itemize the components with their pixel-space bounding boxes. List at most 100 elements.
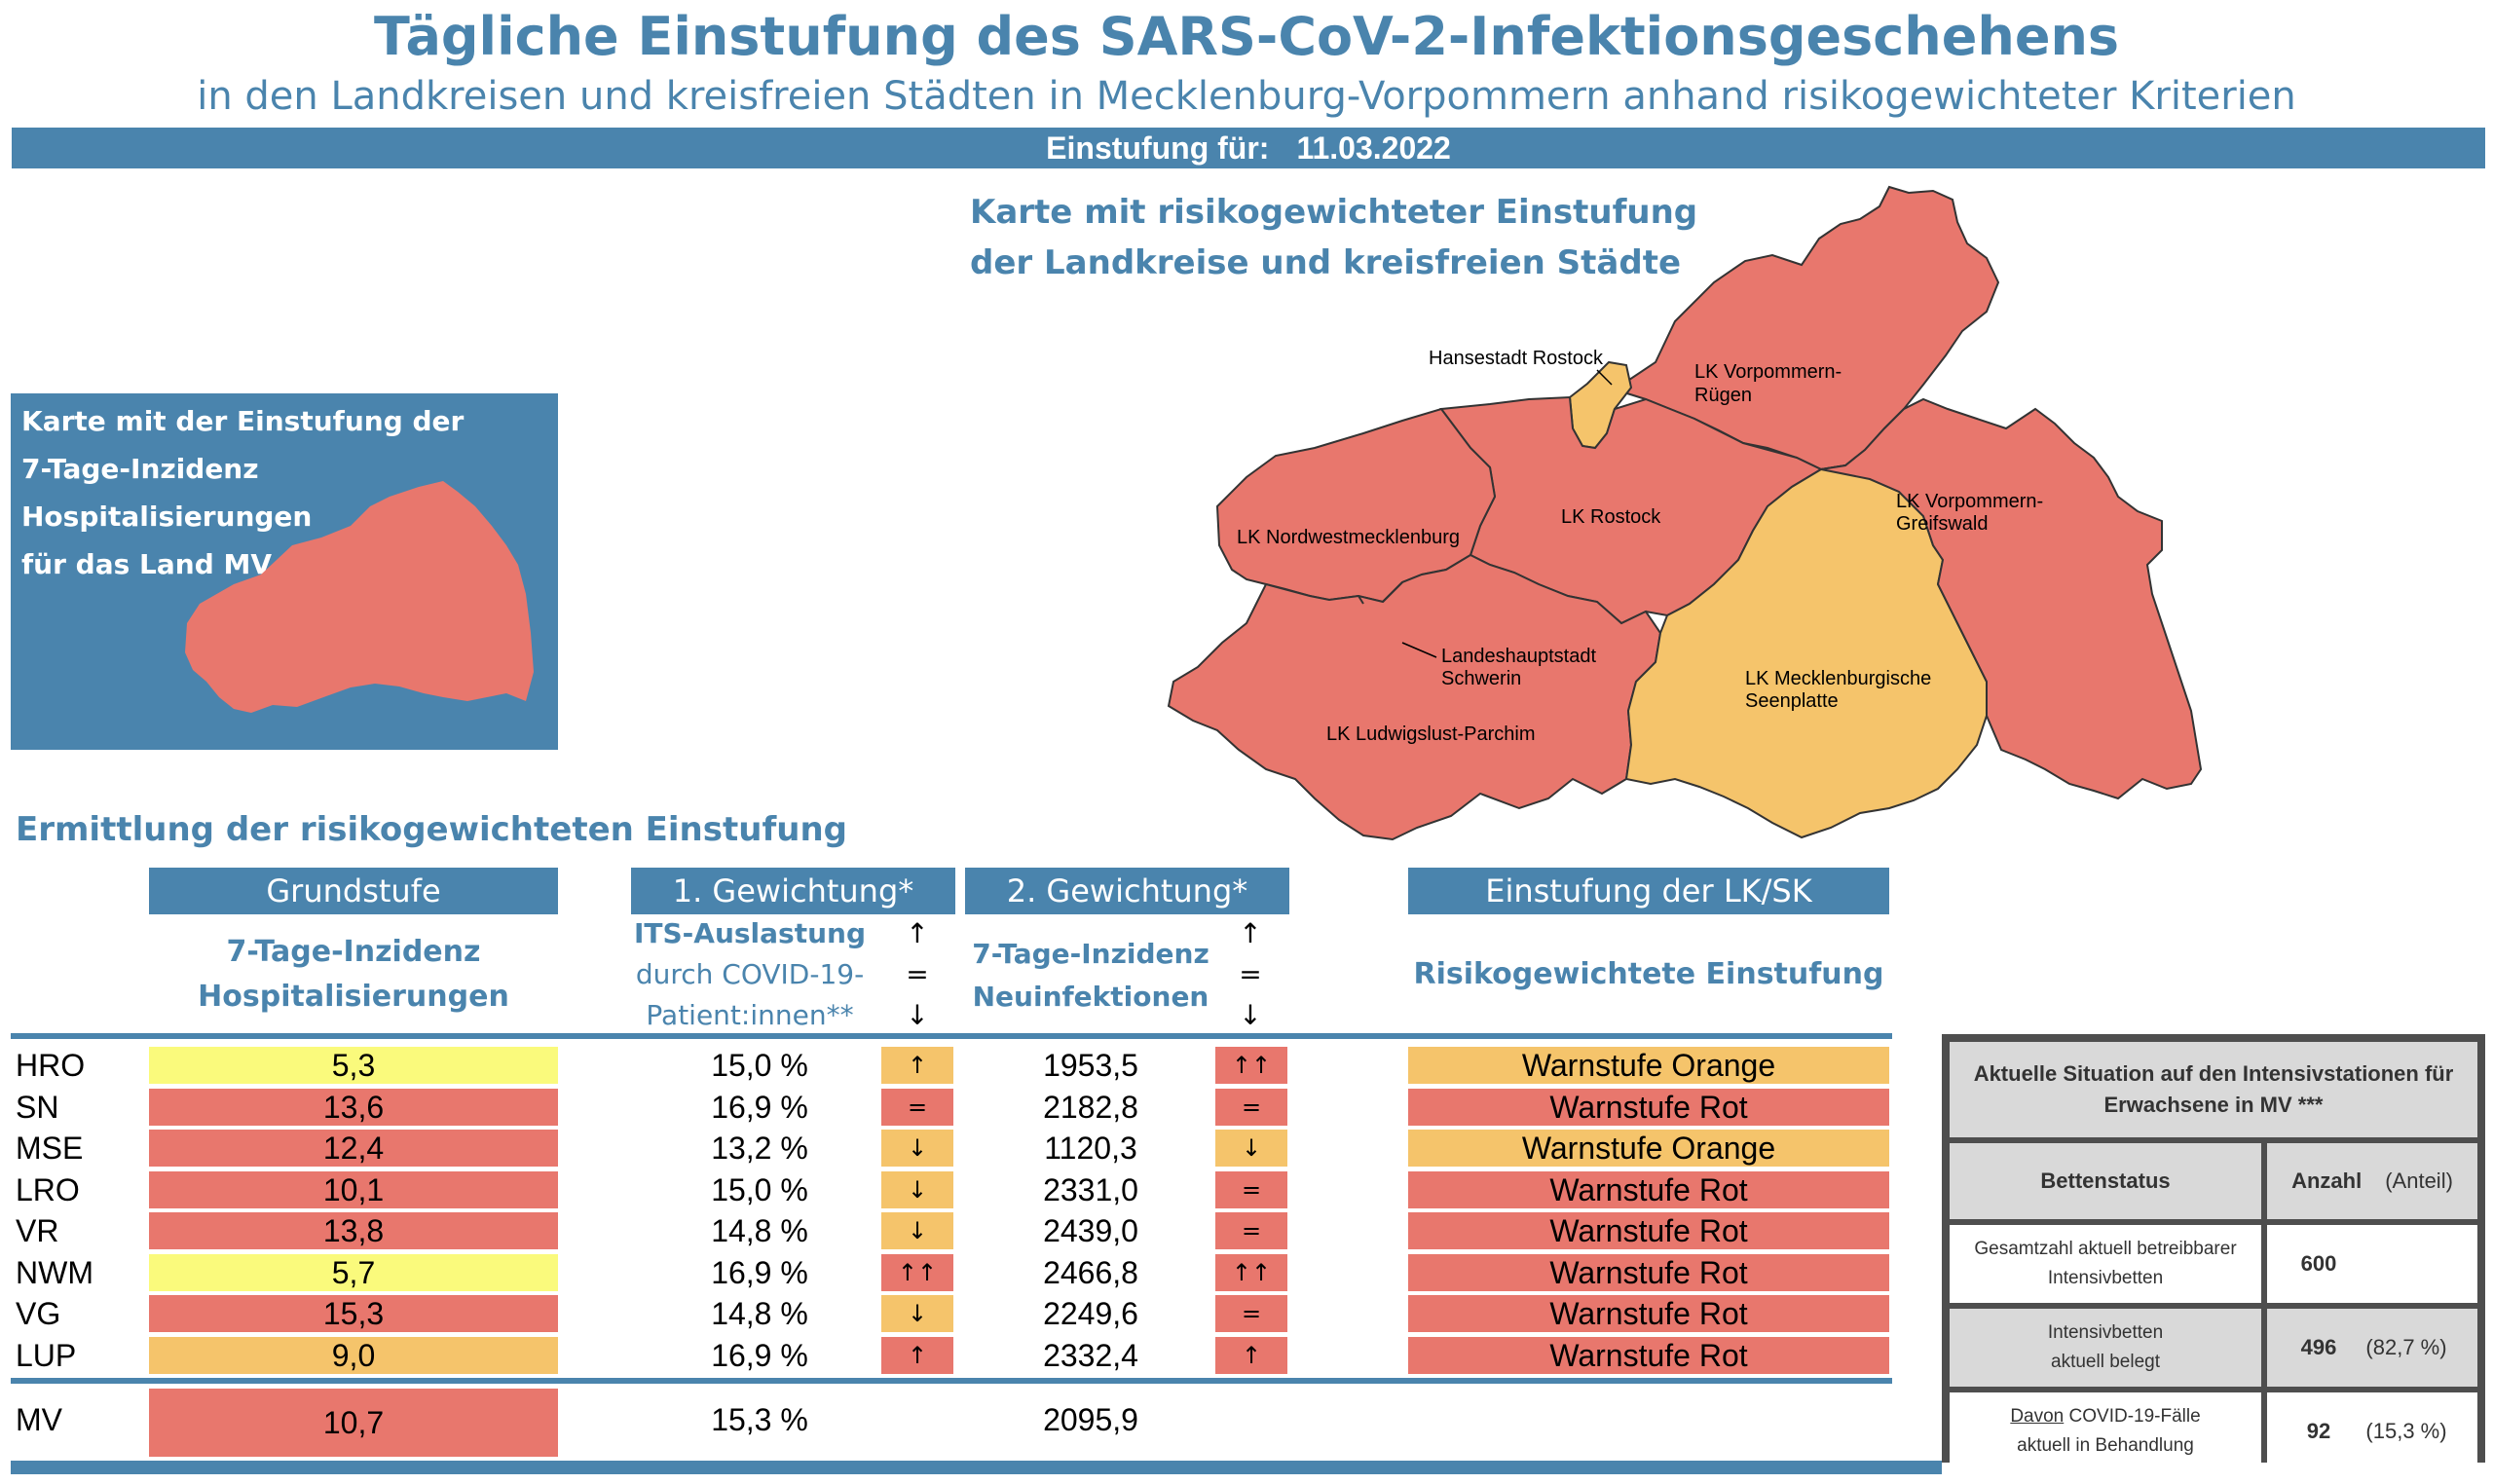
region-vr (1612, 185, 2000, 471)
label-vr-2: Rügen (1694, 385, 1752, 406)
inz-trend-badge: = (1215, 1212, 1287, 1249)
table-bottom-rule (11, 1461, 1942, 1474)
icu-row-label1: Gesamtzahl aktuell betreibbarer (1974, 1239, 2237, 1259)
inz-cell: 2466,8 (1043, 1255, 1138, 1290)
hosp-cell: 5,7 (149, 1254, 558, 1291)
inz-cell: 1953,5 (1043, 1048, 1138, 1083)
inz-cell: 2182,8 (1043, 1090, 1138, 1125)
label-nwm: LK Nordwestmecklenburg (1237, 527, 1460, 548)
total-inz-cell: 2095,9 (1043, 1402, 1138, 1437)
subheader-grund-line2: Hospitalisierungen (198, 980, 509, 1014)
its-trend-badge: ↑ (881, 1337, 953, 1374)
region-vg (1820, 397, 2203, 800)
icu-row-label2: aktuell belegt (2051, 1352, 2160, 1372)
its-cell: 16,9 % (711, 1090, 808, 1125)
subheader-its-line3: Patient:innen** (646, 999, 854, 1031)
total-hosp-cell: 10,7 (149, 1389, 558, 1457)
hosp-map-title-line3: für das Land MV (21, 548, 273, 580)
hosp-cell: 15,3 (149, 1295, 558, 1332)
icu-row-label: Intensivbetten aktuell belegt (1950, 1309, 2261, 1387)
hosp-map-title-line1: Karte mit der Einstufung der (21, 405, 465, 437)
section-title: Ermittlung der risikogewichteten Einstuf… (16, 810, 848, 849)
icu-row-values: 92 (15,3 %) (2267, 1392, 2477, 1470)
map-title-line2: der Landkreise und kreisfreien Städte (970, 243, 1682, 282)
subheader-einstufung: Risikogewichtete Einstufung (1413, 957, 1884, 991)
equals-icon: = (1239, 958, 1262, 990)
icu-row-label-line1: Intensivbetten (2048, 1318, 2163, 1348)
its-cell: 15,0 % (711, 1048, 808, 1083)
stage-cell: Warnstufe Rot (1408, 1089, 1889, 1126)
its-cell: 14,8 % (711, 1296, 808, 1331)
icu-row-prefix: Davon (2010, 1406, 2065, 1427)
its-trend-badge: ↓ (881, 1295, 953, 1332)
hosp-cell: 13,8 (149, 1212, 558, 1249)
icu-row-count: 92 (2306, 1419, 2331, 1443)
icu-row-label-line1: Gesamtzahl aktuell betreibbarer (1974, 1235, 2236, 1264)
hosp-map-title-line2: 7-Tage-Inzidenz Hospitalisierungen (21, 453, 313, 533)
stage-cell: Warnstufe Rot (1408, 1171, 1889, 1208)
its-trend-badge: ↓ (881, 1212, 953, 1249)
subheader-its-arrows: ↑ = ↓ (896, 913, 939, 1036)
label-vg-1: LK Vorpommern- (1896, 491, 2043, 512)
its-cell: 14,8 % (711, 1213, 808, 1248)
icu-row-values: 600 (2267, 1225, 2477, 1303)
header-gewichtung1: 1. Gewichtung* (631, 868, 955, 914)
map-title-line1: Karte mit risikogewichteter Einstufung (970, 193, 1698, 232)
label-sn-1: Landeshauptstadt (1441, 646, 1596, 667)
border-lines (1358, 581, 1403, 605)
its-cell: 16,9 % (711, 1255, 808, 1290)
date-band: Einstufung für: 11.03.2022 (12, 128, 2485, 168)
page-title: Tägliche Einstufung des SARS-CoV-2-Infek… (373, 6, 2120, 67)
inz-cell: 1120,3 (1044, 1131, 1137, 1166)
date-label: Einstufung für: (1046, 130, 1270, 166)
icu-row-label1: COVID-19-Fälle (2064, 1406, 2201, 1427)
icu-row-label-line1: Davon COVID-19-Fälle (2010, 1402, 2200, 1431)
icu-row-label2: Intensivbetten (2047, 1268, 2164, 1288)
row-label: VR (16, 1213, 59, 1248)
inz-trend-badge: ↑↑ (1215, 1254, 1287, 1291)
inz-trend-badge: ↓ (1215, 1130, 1287, 1167)
label-vr-1: LK Vorpommern- (1694, 361, 1842, 383)
inz-trend-badge: ↑ (1215, 1337, 1287, 1374)
inz-cell: 2249,6 (1043, 1296, 1138, 1331)
label-sn-pointer (1401, 642, 1437, 658)
icu-row-share: (15,3 %) (2365, 1419, 2447, 1443)
row-label: NWM (16, 1255, 93, 1290)
label-vg-2: Greifswald (1896, 513, 1988, 535)
its-trend-badge: ↓ (881, 1130, 953, 1167)
icu-row-label: Davon COVID-19-Fälle aktuell in Behandlu… (1950, 1392, 2261, 1470)
inz-trend-badge: = (1215, 1171, 1287, 1208)
subheader-inzidenz: 7-Tage-Inzidenz Neuinfektionen (954, 933, 1227, 1019)
region-lup (1167, 553, 1662, 841)
its-trend-badge: ↓ (881, 1171, 953, 1208)
hosp-cell: 10,1 (149, 1171, 558, 1208)
label-mse-2: Seenplatte (1745, 690, 1839, 712)
icu-row-share: (82,7 %) (2365, 1335, 2447, 1359)
subheader-its-line2: durch COVID-19- (635, 958, 865, 990)
label-mse-1: LK Mecklenburgische (1745, 668, 1931, 689)
stage-cell: Warnstufe Rot (1408, 1337, 1889, 1374)
its-trend-badge: = (881, 1089, 953, 1126)
icu-row-values: 496 (82,7 %) (2267, 1309, 2477, 1387)
label-lup: LK Ludwigslust-Parchim (1326, 723, 1536, 745)
its-cell: 15,0 % (711, 1172, 808, 1207)
header-einstufung: Einstufung der LK/SK (1408, 868, 1889, 914)
inz-cell: 2439,0 (1043, 1213, 1138, 1248)
county-map (1167, 185, 2203, 841)
its-trend-badge: ↑ (881, 1047, 953, 1084)
stage-cell: Warnstufe Orange (1408, 1130, 1889, 1167)
icu-title-line1: Aktuelle Situation auf den Intensivstati… (1973, 1061, 2454, 1086)
row-label: SN (16, 1090, 59, 1125)
equals-icon: = (906, 958, 929, 990)
icu-title: Aktuelle Situation auf den Intensivstati… (1950, 1042, 2477, 1137)
row-label: HRO (16, 1048, 86, 1083)
hosp-cell: 12,4 (149, 1130, 558, 1167)
table-top-rule (11, 1033, 1892, 1039)
subheader-inz-line1: 7-Tage-Inzidenz (972, 938, 1209, 970)
label-sn-2: Schwerin (1441, 668, 1521, 689)
icu-table: Aktuelle Situation auf den Intensivstati… (1942, 1034, 2485, 1470)
inz-trend-badge: = (1215, 1089, 1287, 1126)
row-label: VG (16, 1296, 61, 1331)
icu-col-anzahl-cell: Anzahl (Anteil) (2267, 1143, 2477, 1219)
icu-row-label: Gesamtzahl aktuell betreibbarer Intensiv… (1950, 1225, 2261, 1303)
